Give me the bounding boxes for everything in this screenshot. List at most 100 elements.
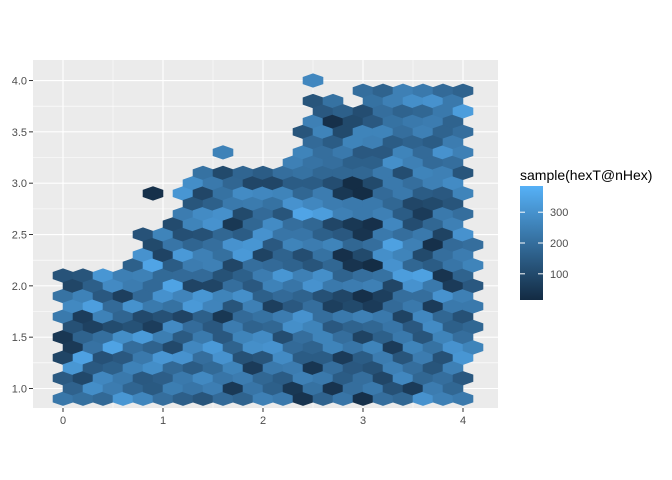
hex-bin xyxy=(82,278,104,293)
hex-bin xyxy=(162,340,184,355)
hex-bin xyxy=(302,155,324,170)
hex-bin xyxy=(192,247,214,263)
hex-bin xyxy=(352,391,374,406)
hex-bin xyxy=(442,319,464,335)
hex-bin xyxy=(452,165,474,181)
hex-bin xyxy=(462,299,484,314)
hex-bin xyxy=(182,360,204,376)
hex-bin xyxy=(382,299,404,314)
hex-bin xyxy=(442,176,464,191)
hex-bin xyxy=(362,237,384,252)
hex-bin xyxy=(402,217,424,232)
hex-bin xyxy=(432,268,454,283)
hex-bin xyxy=(242,278,264,293)
hex-bin xyxy=(342,299,364,314)
hex-bin xyxy=(292,186,314,201)
hex-bin xyxy=(302,217,324,232)
hex-bin xyxy=(382,93,404,109)
hex-bin xyxy=(292,268,314,283)
hex-bin xyxy=(352,104,374,119)
hex-bin xyxy=(152,330,174,345)
hex-bin xyxy=(212,165,234,181)
hex-bin xyxy=(332,247,354,263)
hex-bin xyxy=(372,206,394,222)
hex-bin xyxy=(432,165,454,181)
hex-bin xyxy=(402,381,424,396)
hex-bin xyxy=(362,155,384,170)
hex-bin xyxy=(442,93,464,109)
hex-bin xyxy=(142,186,164,201)
x-tick-label: 0 xyxy=(60,415,66,427)
hex-bin xyxy=(372,227,394,242)
hex-bin xyxy=(312,391,334,406)
hex-bin xyxy=(372,247,394,263)
hex-bin xyxy=(262,217,284,232)
hex-bin xyxy=(402,319,424,335)
hex-bin xyxy=(402,340,424,355)
hex-bin xyxy=(242,381,264,396)
hex-bin xyxy=(242,176,264,191)
hex-bin xyxy=(392,350,414,365)
hex-bin xyxy=(272,371,294,386)
hex-bin xyxy=(112,330,134,345)
legend-break-label: 200 xyxy=(550,238,568,250)
hex-bin xyxy=(442,299,464,314)
hex-bin xyxy=(312,288,334,304)
hex-bin xyxy=(352,186,374,201)
hex-bin xyxy=(432,227,454,242)
hex-bin xyxy=(252,309,274,324)
hex-bin xyxy=(292,350,314,365)
hex-bin xyxy=(232,186,254,201)
hex-bin xyxy=(322,278,344,293)
hex-bin xyxy=(412,165,434,181)
hex-bin xyxy=(292,288,314,304)
hex-bin xyxy=(202,217,224,232)
hex-bin xyxy=(412,268,434,283)
hex-bin xyxy=(292,165,314,181)
y-tick-label: 1.5 xyxy=(12,332,27,344)
hex-bin xyxy=(172,391,194,406)
hex-bin xyxy=(272,227,294,242)
hex-bin xyxy=(452,206,474,222)
hex-bin xyxy=(292,371,314,386)
hex-bin xyxy=(132,268,154,283)
hex-bin xyxy=(272,391,294,406)
hex-bin xyxy=(212,288,234,304)
hex-bin xyxy=(252,371,274,386)
hex-bin xyxy=(352,124,374,139)
hex-bin xyxy=(352,268,374,283)
hex-bin xyxy=(302,299,324,314)
hex-bin xyxy=(332,165,354,181)
hex-bin xyxy=(122,381,144,396)
hex-bin xyxy=(182,237,204,252)
hex-bin xyxy=(452,124,474,139)
y-tick-label: 1.0 xyxy=(12,383,27,395)
hex-bin xyxy=(332,124,354,139)
hex-bin xyxy=(412,227,434,242)
hex-bin xyxy=(182,381,204,396)
hex-bin xyxy=(222,381,244,396)
hex-bin xyxy=(402,93,424,109)
hex-bin xyxy=(392,186,414,201)
hex-bin xyxy=(412,371,434,386)
hex-bin xyxy=(452,268,474,283)
hex-bin xyxy=(212,268,234,283)
hex-bin xyxy=(432,83,454,98)
hex-bin xyxy=(242,299,264,314)
hex-bin xyxy=(192,206,214,222)
hex-bin xyxy=(302,73,324,88)
hex-bin xyxy=(252,268,274,283)
hex-bin xyxy=(212,330,234,345)
hex-bin xyxy=(162,299,184,314)
hex-bin xyxy=(222,196,244,211)
hex-bin xyxy=(322,299,344,314)
hex-bin xyxy=(322,217,344,232)
hex-bin xyxy=(262,278,284,293)
hex-bin xyxy=(272,165,294,181)
hex-bin xyxy=(352,288,374,304)
hex-bin xyxy=(212,309,234,324)
hex-bin xyxy=(112,268,134,283)
hex-bin xyxy=(312,350,334,365)
hex-bin xyxy=(352,371,374,386)
hex-bin xyxy=(402,258,424,273)
